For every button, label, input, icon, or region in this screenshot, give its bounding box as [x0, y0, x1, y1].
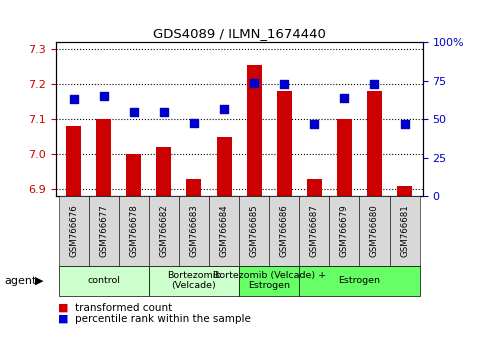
Point	[341, 95, 348, 101]
Text: GSM766677: GSM766677	[99, 205, 108, 257]
Text: agent: agent	[5, 275, 37, 286]
Bar	[337, 119, 352, 196]
Bar	[307, 179, 322, 196]
Point	[160, 109, 168, 115]
Point	[100, 93, 108, 99]
Text: ■: ■	[58, 303, 69, 313]
Text: GSM766678: GSM766678	[129, 205, 138, 257]
Text: GSM766685: GSM766685	[250, 205, 258, 257]
Text: Bortezomib (Velcade) +
Estrogen: Bortezomib (Velcade) + Estrogen	[213, 271, 326, 290]
Point	[401, 121, 409, 127]
Bar	[156, 148, 171, 196]
Point	[250, 80, 258, 85]
Text: Estrogen: Estrogen	[339, 276, 381, 285]
Text: GSM766684: GSM766684	[220, 205, 228, 257]
Point	[220, 106, 228, 112]
Bar	[247, 65, 262, 196]
Text: percentile rank within the sample: percentile rank within the sample	[75, 314, 251, 324]
Title: GDS4089 / ILMN_1674440: GDS4089 / ILMN_1674440	[153, 27, 326, 40]
Text: ■: ■	[58, 314, 69, 324]
Text: GSM766686: GSM766686	[280, 205, 289, 257]
Bar	[186, 179, 201, 196]
Point	[130, 109, 138, 115]
Point	[311, 121, 318, 127]
Point	[70, 97, 77, 102]
Bar	[126, 154, 142, 196]
Bar	[367, 91, 382, 196]
Text: GSM766681: GSM766681	[400, 205, 409, 257]
Text: GSM766682: GSM766682	[159, 205, 169, 257]
Bar	[397, 186, 412, 196]
Text: ▶: ▶	[35, 275, 43, 286]
Text: control: control	[87, 276, 120, 285]
Text: transformed count: transformed count	[75, 303, 172, 313]
Bar	[66, 126, 81, 196]
Text: GSM766680: GSM766680	[370, 205, 379, 257]
Bar	[216, 137, 231, 196]
Text: GSM766676: GSM766676	[69, 205, 78, 257]
Point	[190, 120, 198, 125]
Text: GSM766683: GSM766683	[189, 205, 199, 257]
Bar	[96, 119, 111, 196]
Text: GSM766679: GSM766679	[340, 205, 349, 257]
Text: GSM766687: GSM766687	[310, 205, 319, 257]
Point	[280, 81, 288, 87]
Text: Bortezomib
(Velcade): Bortezomib (Velcade)	[167, 271, 221, 290]
Bar	[277, 91, 292, 196]
Point	[370, 81, 378, 87]
